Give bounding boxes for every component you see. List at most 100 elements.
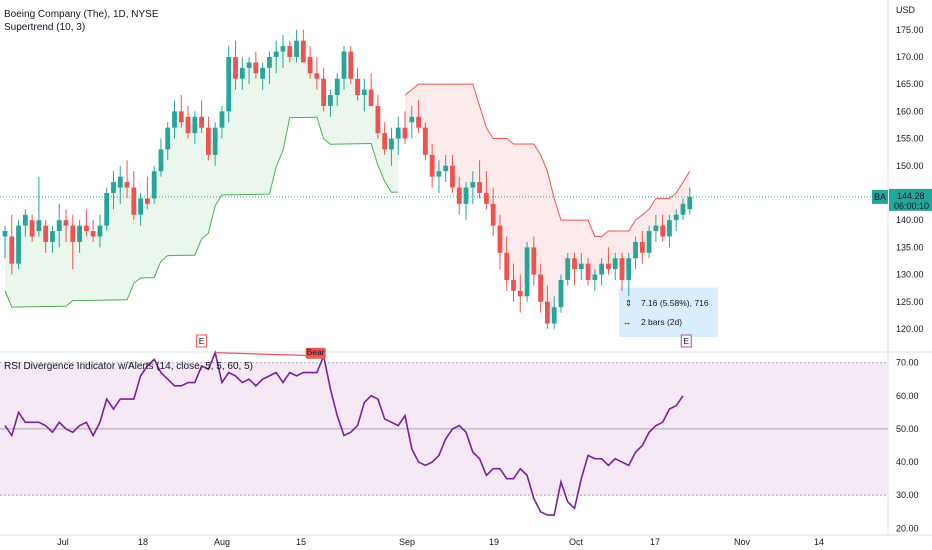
candle-body: [565, 258, 571, 280]
measure-tool-change: 7.16 (5.58%), 716: [641, 298, 709, 308]
candle-body: [90, 231, 96, 237]
candle-body: [572, 258, 577, 270]
candle-body: [83, 225, 89, 232]
time-tick-label: 15: [296, 537, 306, 547]
bear-label-box: [305, 347, 326, 359]
price-badge-value: 144.28: [897, 191, 925, 201]
candle-body: [314, 73, 320, 79]
candle-body: [117, 176, 123, 188]
candle-body: [490, 203, 496, 226]
candle-body: [429, 154, 435, 177]
time-tick-label: 14: [814, 537, 824, 547]
candle-body: [389, 138, 394, 150]
candle-body: [619, 258, 625, 280]
candle-body: [172, 111, 177, 128]
price-badge: [889, 188, 932, 211]
time-tick-label: Aug: [214, 537, 230, 547]
candle-body: [436, 171, 442, 177]
candle-body: [233, 56, 238, 79]
candle-body: [355, 78, 360, 96]
rsi-tick-label: 60.00: [896, 391, 919, 401]
candle-body: [443, 165, 449, 172]
earnings-marker[interactable]: [680, 334, 692, 348]
rsi-line: [4, 350, 684, 516]
candle-body: [97, 225, 103, 237]
candle-body: [578, 263, 584, 270]
candle-body: [334, 78, 340, 96]
candle-body: [287, 46, 293, 57]
candle-body: [646, 231, 652, 253]
candle-body: [328, 95, 333, 106]
candle-body: [138, 198, 143, 215]
time-tick-label: 17: [650, 537, 660, 547]
candle-body: [531, 247, 537, 275]
candle-body: [497, 225, 503, 253]
candle-body: [158, 149, 164, 172]
candle-body: [144, 198, 150, 204]
rsi-tick-label: 70.00: [896, 358, 919, 368]
candle-body: [185, 116, 191, 134]
measure-tool-box[interactable]: [618, 287, 718, 338]
price-tick-label: 135.00: [896, 242, 924, 252]
time-tick-label: Nov: [734, 537, 751, 547]
price-tick-label: 155.00: [896, 134, 924, 144]
candle-body: [483, 192, 489, 204]
price-tick-label: 165.00: [896, 79, 924, 89]
candle-body: [348, 51, 354, 79]
price-tick-label: 160.00: [896, 106, 924, 116]
candle-body: [178, 111, 184, 123]
candle-body: [660, 225, 666, 237]
currency-label: USD: [896, 5, 916, 15]
time-tick-label: Sep: [399, 537, 415, 547]
price-badge-countdown: 06:00:10: [894, 201, 929, 211]
candle-body: [382, 133, 388, 150]
rsi-tick-label: 40.00: [896, 457, 919, 467]
time-tick-label: Oct: [569, 537, 584, 547]
candle-body: [416, 116, 421, 128]
candle-body: [212, 127, 218, 155]
candle-body: [300, 40, 306, 63]
price-tick-label: 130.00: [896, 270, 924, 280]
bear-label: Bear: [307, 347, 325, 357]
candle-body: [239, 67, 245, 79]
candle-body: [104, 192, 110, 226]
price-tick-label: 170.00: [896, 52, 924, 62]
candle-body: [551, 307, 557, 324]
candle-body: [504, 252, 510, 280]
earnings-marker[interactable]: [196, 334, 208, 348]
candle-body: [192, 116, 198, 134]
candle-body: [599, 263, 605, 275]
time-tick-label: Jul: [57, 537, 69, 547]
candle-body: [409, 116, 415, 123]
candle-body: [361, 89, 367, 96]
candle-body: [395, 127, 401, 139]
rsi-indicator-label: RSI Divergence Indicator w/Alerts (14, c…: [4, 361, 253, 372]
measure-price-icon: ⇕: [625, 298, 632, 308]
candle-body: [633, 241, 638, 259]
candle-body: [16, 225, 21, 264]
candle-body: [422, 127, 428, 155]
candle-body: [680, 203, 686, 215]
candle-body: [124, 182, 130, 188]
candle-body: [592, 274, 598, 280]
candle-body: [151, 171, 157, 199]
candle-body: [545, 301, 550, 324]
candle-body: [585, 263, 591, 280]
candle-body: [653, 225, 659, 232]
price-tick-label: 150.00: [896, 161, 924, 171]
candle-body: [606, 263, 611, 270]
candle-body: [131, 187, 137, 215]
time-tick-label: 18: [138, 537, 148, 547]
candle-body: [294, 40, 299, 57]
candle-body: [219, 111, 225, 128]
candle-body: [558, 280, 564, 308]
candle-body: [524, 247, 530, 297]
candle-body: [253, 62, 259, 74]
price-tick-label: 120.00: [896, 324, 924, 334]
candle-body: [639, 241, 645, 253]
symbol-title: Boeing Company (The), 1D, NYSE: [4, 9, 159, 20]
candle-body: [260, 67, 266, 79]
ticker-badge-label: BA: [874, 192, 886, 202]
candle-body: [538, 274, 544, 302]
candle-body: [321, 78, 327, 106]
